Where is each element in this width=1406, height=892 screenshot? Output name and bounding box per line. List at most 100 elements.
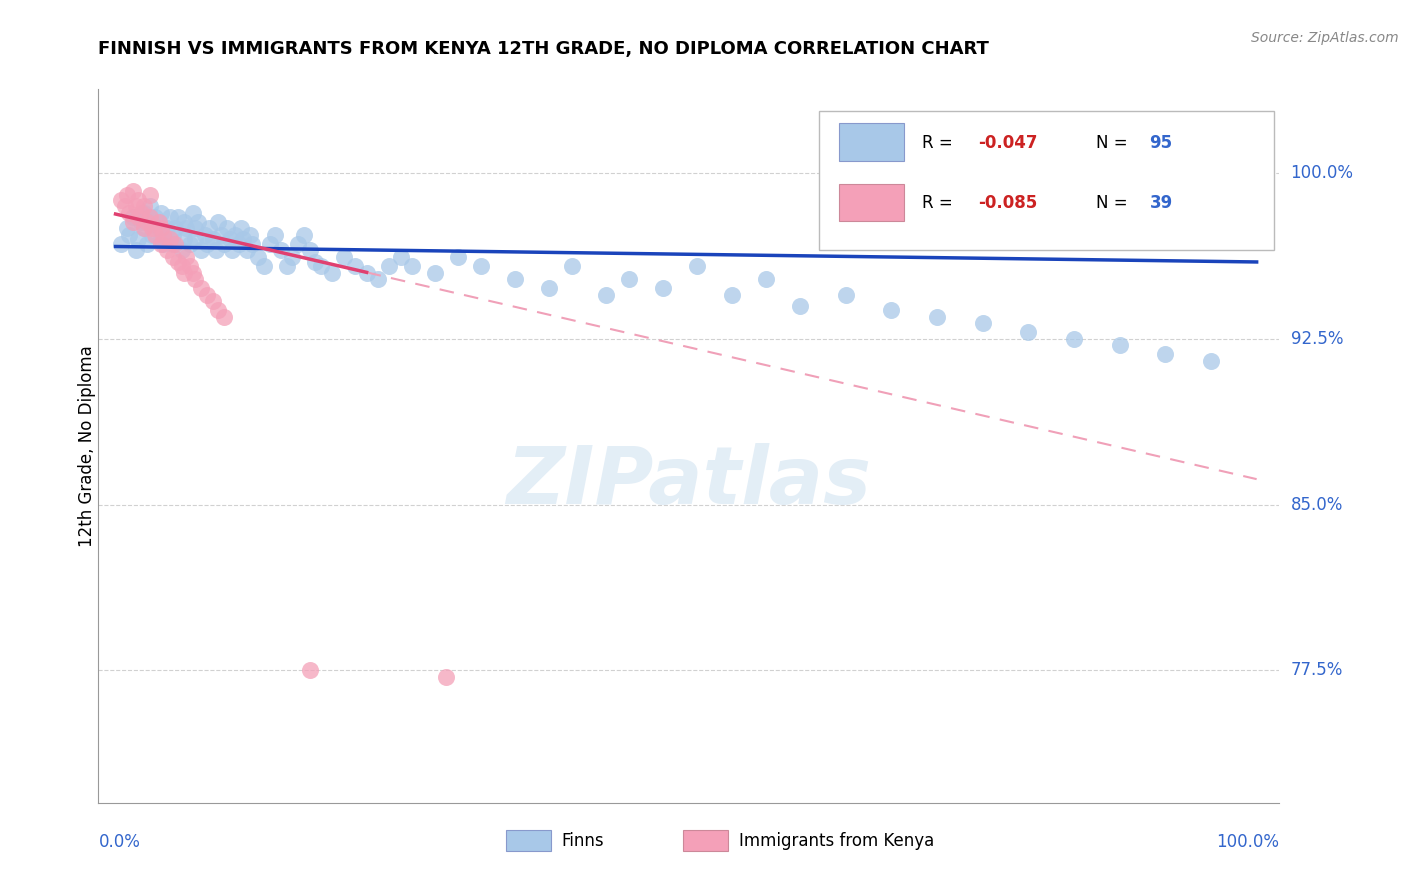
Text: Source: ZipAtlas.com: Source: ZipAtlas.com (1251, 31, 1399, 45)
Point (114, 199, 136, 213)
Point (139, 211, 162, 225)
Point (148, 221, 170, 235)
Point (150, 206, 173, 220)
Point (332, 250, 354, 264)
FancyBboxPatch shape (506, 830, 551, 851)
Point (298, 244, 321, 258)
Text: ZIPatlas: ZIPatlas (506, 442, 872, 521)
Point (145, 227, 167, 242)
Point (281, 250, 304, 264)
Point (110, 236, 132, 251)
Point (167, 254, 190, 268)
Point (356, 266, 378, 280)
Point (162, 227, 184, 242)
Point (141, 221, 163, 235)
Point (173, 215, 195, 229)
Point (163, 221, 186, 235)
Point (309, 259, 332, 273)
Point (129, 215, 152, 229)
Point (470, 259, 492, 273)
Text: 100.0%: 100.0% (1291, 164, 1354, 182)
Text: 92.5%: 92.5% (1291, 330, 1343, 348)
Point (264, 227, 287, 242)
Point (686, 259, 709, 273)
Point (110, 193, 132, 207)
Point (595, 287, 617, 301)
Point (270, 244, 292, 258)
Point (401, 259, 423, 273)
Point (1108, 338, 1130, 352)
Point (503, 272, 526, 286)
Point (167, 211, 190, 225)
Point (193, 227, 215, 242)
Text: -0.085: -0.085 (979, 194, 1038, 212)
Point (118, 227, 141, 242)
Point (115, 188, 138, 202)
Point (287, 236, 309, 251)
FancyBboxPatch shape (839, 184, 904, 221)
FancyBboxPatch shape (818, 111, 1274, 250)
Text: Immigrants from Kenya: Immigrants from Kenya (738, 831, 934, 849)
Point (115, 221, 138, 235)
Point (173, 266, 195, 280)
Point (304, 254, 326, 268)
Point (755, 272, 778, 286)
Text: 0.0%: 0.0% (98, 833, 141, 851)
Point (1199, 354, 1222, 368)
Point (181, 266, 204, 280)
Point (141, 227, 163, 242)
Point (132, 221, 155, 235)
Point (207, 215, 229, 229)
Point (1154, 347, 1177, 361)
Point (423, 266, 446, 280)
Point (218, 232, 240, 246)
Point (127, 211, 149, 225)
Point (127, 232, 149, 246)
Point (187, 215, 209, 229)
Point (652, 281, 675, 295)
Point (201, 294, 224, 309)
Point (198, 221, 221, 235)
FancyBboxPatch shape (683, 830, 728, 851)
Point (972, 317, 994, 331)
Point (344, 259, 367, 273)
Point (152, 236, 174, 251)
Point (229, 221, 252, 235)
Point (259, 236, 281, 251)
Point (121, 215, 143, 229)
Point (221, 244, 243, 258)
Point (720, 287, 742, 301)
Point (150, 232, 173, 246)
Text: 85.0%: 85.0% (1291, 496, 1343, 514)
Point (201, 232, 224, 246)
Text: 77.5%: 77.5% (1291, 661, 1343, 679)
Text: 95: 95 (1150, 134, 1173, 152)
Point (217, 221, 239, 235)
Point (132, 199, 155, 213)
Point (298, 663, 321, 677)
Point (148, 215, 170, 229)
Point (292, 227, 315, 242)
Point (378, 259, 401, 273)
Point (170, 244, 193, 258)
Point (207, 303, 229, 318)
Point (205, 244, 228, 258)
Point (190, 281, 212, 295)
Point (125, 199, 148, 213)
Point (232, 232, 254, 246)
Point (156, 221, 179, 235)
Text: R =: R = (921, 134, 957, 152)
Point (163, 236, 186, 251)
Text: FINNISH VS IMMIGRANTS FROM KENYA 12TH GRADE, NO DIPLOMA CORRELATION CHART: FINNISH VS IMMIGRANTS FROM KENYA 12TH GR… (98, 40, 990, 58)
Point (242, 236, 264, 251)
Point (1063, 332, 1085, 346)
Point (1240, 166, 1263, 180)
Point (170, 259, 193, 273)
Point (247, 250, 270, 264)
Text: N =: N = (1097, 194, 1133, 212)
Point (162, 250, 184, 264)
Point (156, 244, 179, 258)
Point (276, 259, 298, 273)
Point (136, 236, 159, 251)
Point (561, 259, 583, 273)
